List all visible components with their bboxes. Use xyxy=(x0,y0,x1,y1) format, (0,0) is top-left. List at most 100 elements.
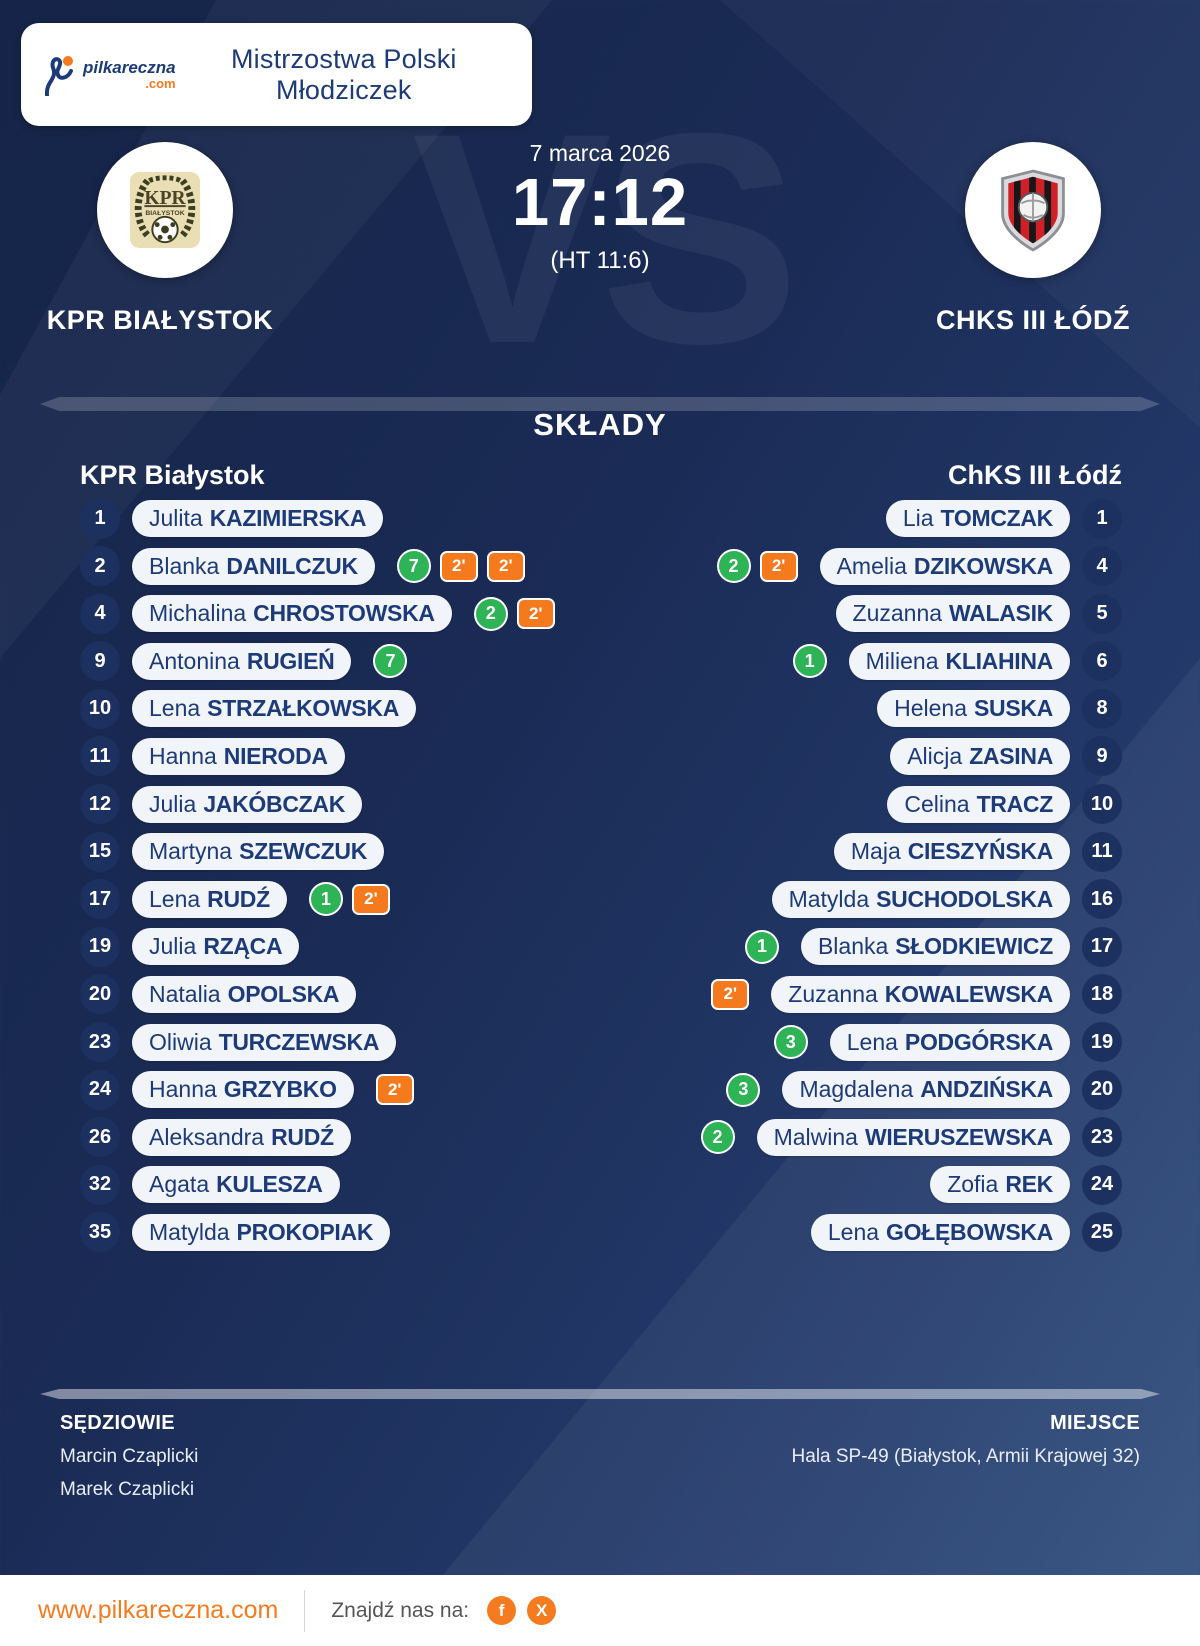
venue-label: MIEJSCE xyxy=(1050,1412,1140,1434)
penalty-badge: 2' xyxy=(711,978,750,1010)
player-name-pill: Lena PODGÓRSKA xyxy=(829,1023,1070,1061)
player-last-name: GRZYBKO xyxy=(223,1076,337,1103)
player-first-name: Lena xyxy=(149,885,201,912)
player-last-name: KAZIMIERSKA xyxy=(209,505,367,531)
player-last-name: WALASIK xyxy=(949,600,1053,627)
player-last-name: ANDZIŃSKA xyxy=(920,1076,1053,1103)
player-last-name: DANILCZUK xyxy=(226,552,358,579)
player-number: 25 xyxy=(1082,1212,1122,1253)
score-block: 7 marca 2026 17:12 (HT 11:6) xyxy=(400,140,800,275)
kpr-bialystok-crest-icon: KPR BIAŁYSTOK xyxy=(129,171,201,249)
website-link[interactable]: www.pilkareczna.com xyxy=(38,1596,279,1624)
player-badges: 7 2' 2' xyxy=(396,549,525,584)
player-name-pill: Agata KULESZA xyxy=(132,1166,340,1204)
home-lineup-column: KPR Białystok 1 Julita KAZIMIERSKA 2 Blanka D… xyxy=(80,460,602,1262)
player-name-pill: Julia RZĄCA xyxy=(132,928,300,966)
player-first-name: Zofia xyxy=(947,1171,999,1198)
player-row: 10 Lena STRZAŁKOWSKA xyxy=(80,688,602,729)
player-row: 24 Hanna GRZYBKO 2' xyxy=(80,1069,602,1110)
player-number: 9 xyxy=(80,641,120,682)
player-row: 16 Matylda SUCHODOLSKA xyxy=(600,879,1122,920)
player-row: 24 Zofia REK xyxy=(600,1164,1122,1205)
player-name-pill: Lena RUDŹ xyxy=(132,880,287,918)
player-number: 10 xyxy=(1082,784,1122,825)
player-name-pill: Lena GOŁĘBOWSKA xyxy=(810,1213,1070,1251)
player-number: 19 xyxy=(80,926,120,967)
player-name-pill: Celina TRACZ xyxy=(887,785,1070,823)
player-last-name: WIERUSZEWSKA xyxy=(864,1123,1053,1150)
player-name-pill: Malwina WIERUSZEWSKA xyxy=(756,1118,1070,1156)
competition-title: Mistrzostwa Polski Młodziczek xyxy=(230,43,457,105)
player-number: 35 xyxy=(80,1212,120,1253)
player-row: 1 Julita KAZIMIERSKA xyxy=(80,498,602,539)
player-name-pill: Magdalena ANDZIŃSKA xyxy=(782,1071,1070,1109)
player-first-name: Julia xyxy=(149,933,197,960)
facebook-icon[interactable]: f xyxy=(487,1596,517,1625)
player-number: 26 xyxy=(80,1117,120,1158)
player-badges: 2' xyxy=(375,1074,414,1106)
player-row: 1 Lia TOMCZAK xyxy=(600,498,1122,539)
player-last-name: ZASINA xyxy=(969,742,1053,769)
player-number: 32 xyxy=(80,1164,120,1205)
section-divider xyxy=(40,397,1160,411)
player-name-pill: Blanka DANILCZUK xyxy=(132,547,375,585)
player-row: 19 Lena PODGÓRSKA 3 xyxy=(600,1022,1122,1063)
player-row: 20 Natalia OPOLSKA xyxy=(80,974,602,1015)
player-number: 1 xyxy=(1082,498,1122,539)
penalty-badge: 2' xyxy=(759,550,798,582)
player-row: 4 Amelia DZIKOWSKA 2 2' xyxy=(600,546,1122,587)
player-last-name: RUGIEŃ xyxy=(246,647,335,674)
penalty-badge: 2' xyxy=(439,550,478,582)
goals-badge: 1 xyxy=(792,644,827,679)
player-row: 15 Martyna SZEWCZUK xyxy=(80,831,602,872)
x-icon[interactable]: X xyxy=(527,1596,557,1625)
player-row: 2 Blanka DANILCZUK 7 2' 2' xyxy=(80,546,602,587)
player-last-name: DZIKOWSKA xyxy=(913,552,1053,579)
player-last-name: TURCZEWSKA xyxy=(218,1028,380,1055)
player-last-name: GOŁĘBOWSKA xyxy=(886,1218,1053,1245)
player-row: 11 Hanna NIERODA xyxy=(80,736,602,777)
player-row: 23 Malwina WIERUSZEWSKA 2 xyxy=(600,1117,1122,1158)
player-row: 17 Lena RUDŹ 1 2' xyxy=(80,879,602,920)
player-number: 23 xyxy=(1082,1117,1122,1158)
goals-badge: 2 xyxy=(700,1120,735,1155)
player-last-name: JAKÓBCZAK xyxy=(203,790,346,817)
player-name-pill: Blanka SŁODKIEWICZ xyxy=(800,928,1070,966)
player-first-name: Matylda xyxy=(149,1218,230,1245)
player-number: 4 xyxy=(1082,546,1122,587)
player-name-pill: Oliwia TURCZEWSKA xyxy=(132,1023,397,1061)
player-first-name: Miliena xyxy=(865,647,939,674)
player-number: 16 xyxy=(1082,879,1122,920)
brand-tld: .com xyxy=(145,76,176,91)
chks-lodz-crest-icon xyxy=(1001,169,1065,252)
player-row: 25 Lena GOŁĘBOWSKA xyxy=(600,1212,1122,1253)
player-first-name: Lena xyxy=(149,695,201,722)
player-last-name: PROKOPIAK xyxy=(236,1218,374,1245)
goals-badge: 7 xyxy=(396,549,431,584)
player-row: 23 Oliwia TURCZEWSKA xyxy=(80,1022,602,1063)
player-first-name: Hanna xyxy=(149,742,217,769)
player-last-name: RUDŹ xyxy=(207,885,270,912)
player-number: 20 xyxy=(1082,1069,1122,1110)
player-last-name: KULESZA xyxy=(216,1171,323,1198)
player-name-pill: Maja CIESZYŃSKA xyxy=(833,833,1070,871)
player-name-pill: Antonina RUGIEŃ xyxy=(132,642,352,680)
player-badges: 7 xyxy=(373,644,408,679)
player-row: 20 Magdalena ANDZIŃSKA 3 xyxy=(600,1069,1122,1110)
player-row: 9 Alicja ZASINA xyxy=(600,736,1122,777)
referees-block: SĘDZIOWIE Marcin Czaplicki Marek Czaplic… xyxy=(60,1412,198,1501)
player-first-name: Zuzanna xyxy=(788,980,878,1007)
player-number: 6 xyxy=(1082,641,1122,682)
player-name-pill: Zofia REK xyxy=(930,1166,1070,1204)
player-number: 18 xyxy=(1082,974,1122,1015)
player-number: 2 xyxy=(80,546,120,587)
player-badges: 2 2' xyxy=(716,549,798,584)
player-last-name: SZEWCZUK xyxy=(239,838,368,865)
brand-logo: pilkareczna .com xyxy=(41,54,176,96)
player-name-pill: Zuzanna KOWALEWSKA xyxy=(771,975,1070,1013)
player-last-name: RZĄCA xyxy=(203,933,283,960)
player-last-name: PODGÓRSKA xyxy=(904,1028,1053,1055)
player-first-name: Maja xyxy=(850,838,901,865)
player-first-name: Magdalena xyxy=(799,1076,914,1103)
match-date: 7 marca 2026 xyxy=(529,140,671,166)
